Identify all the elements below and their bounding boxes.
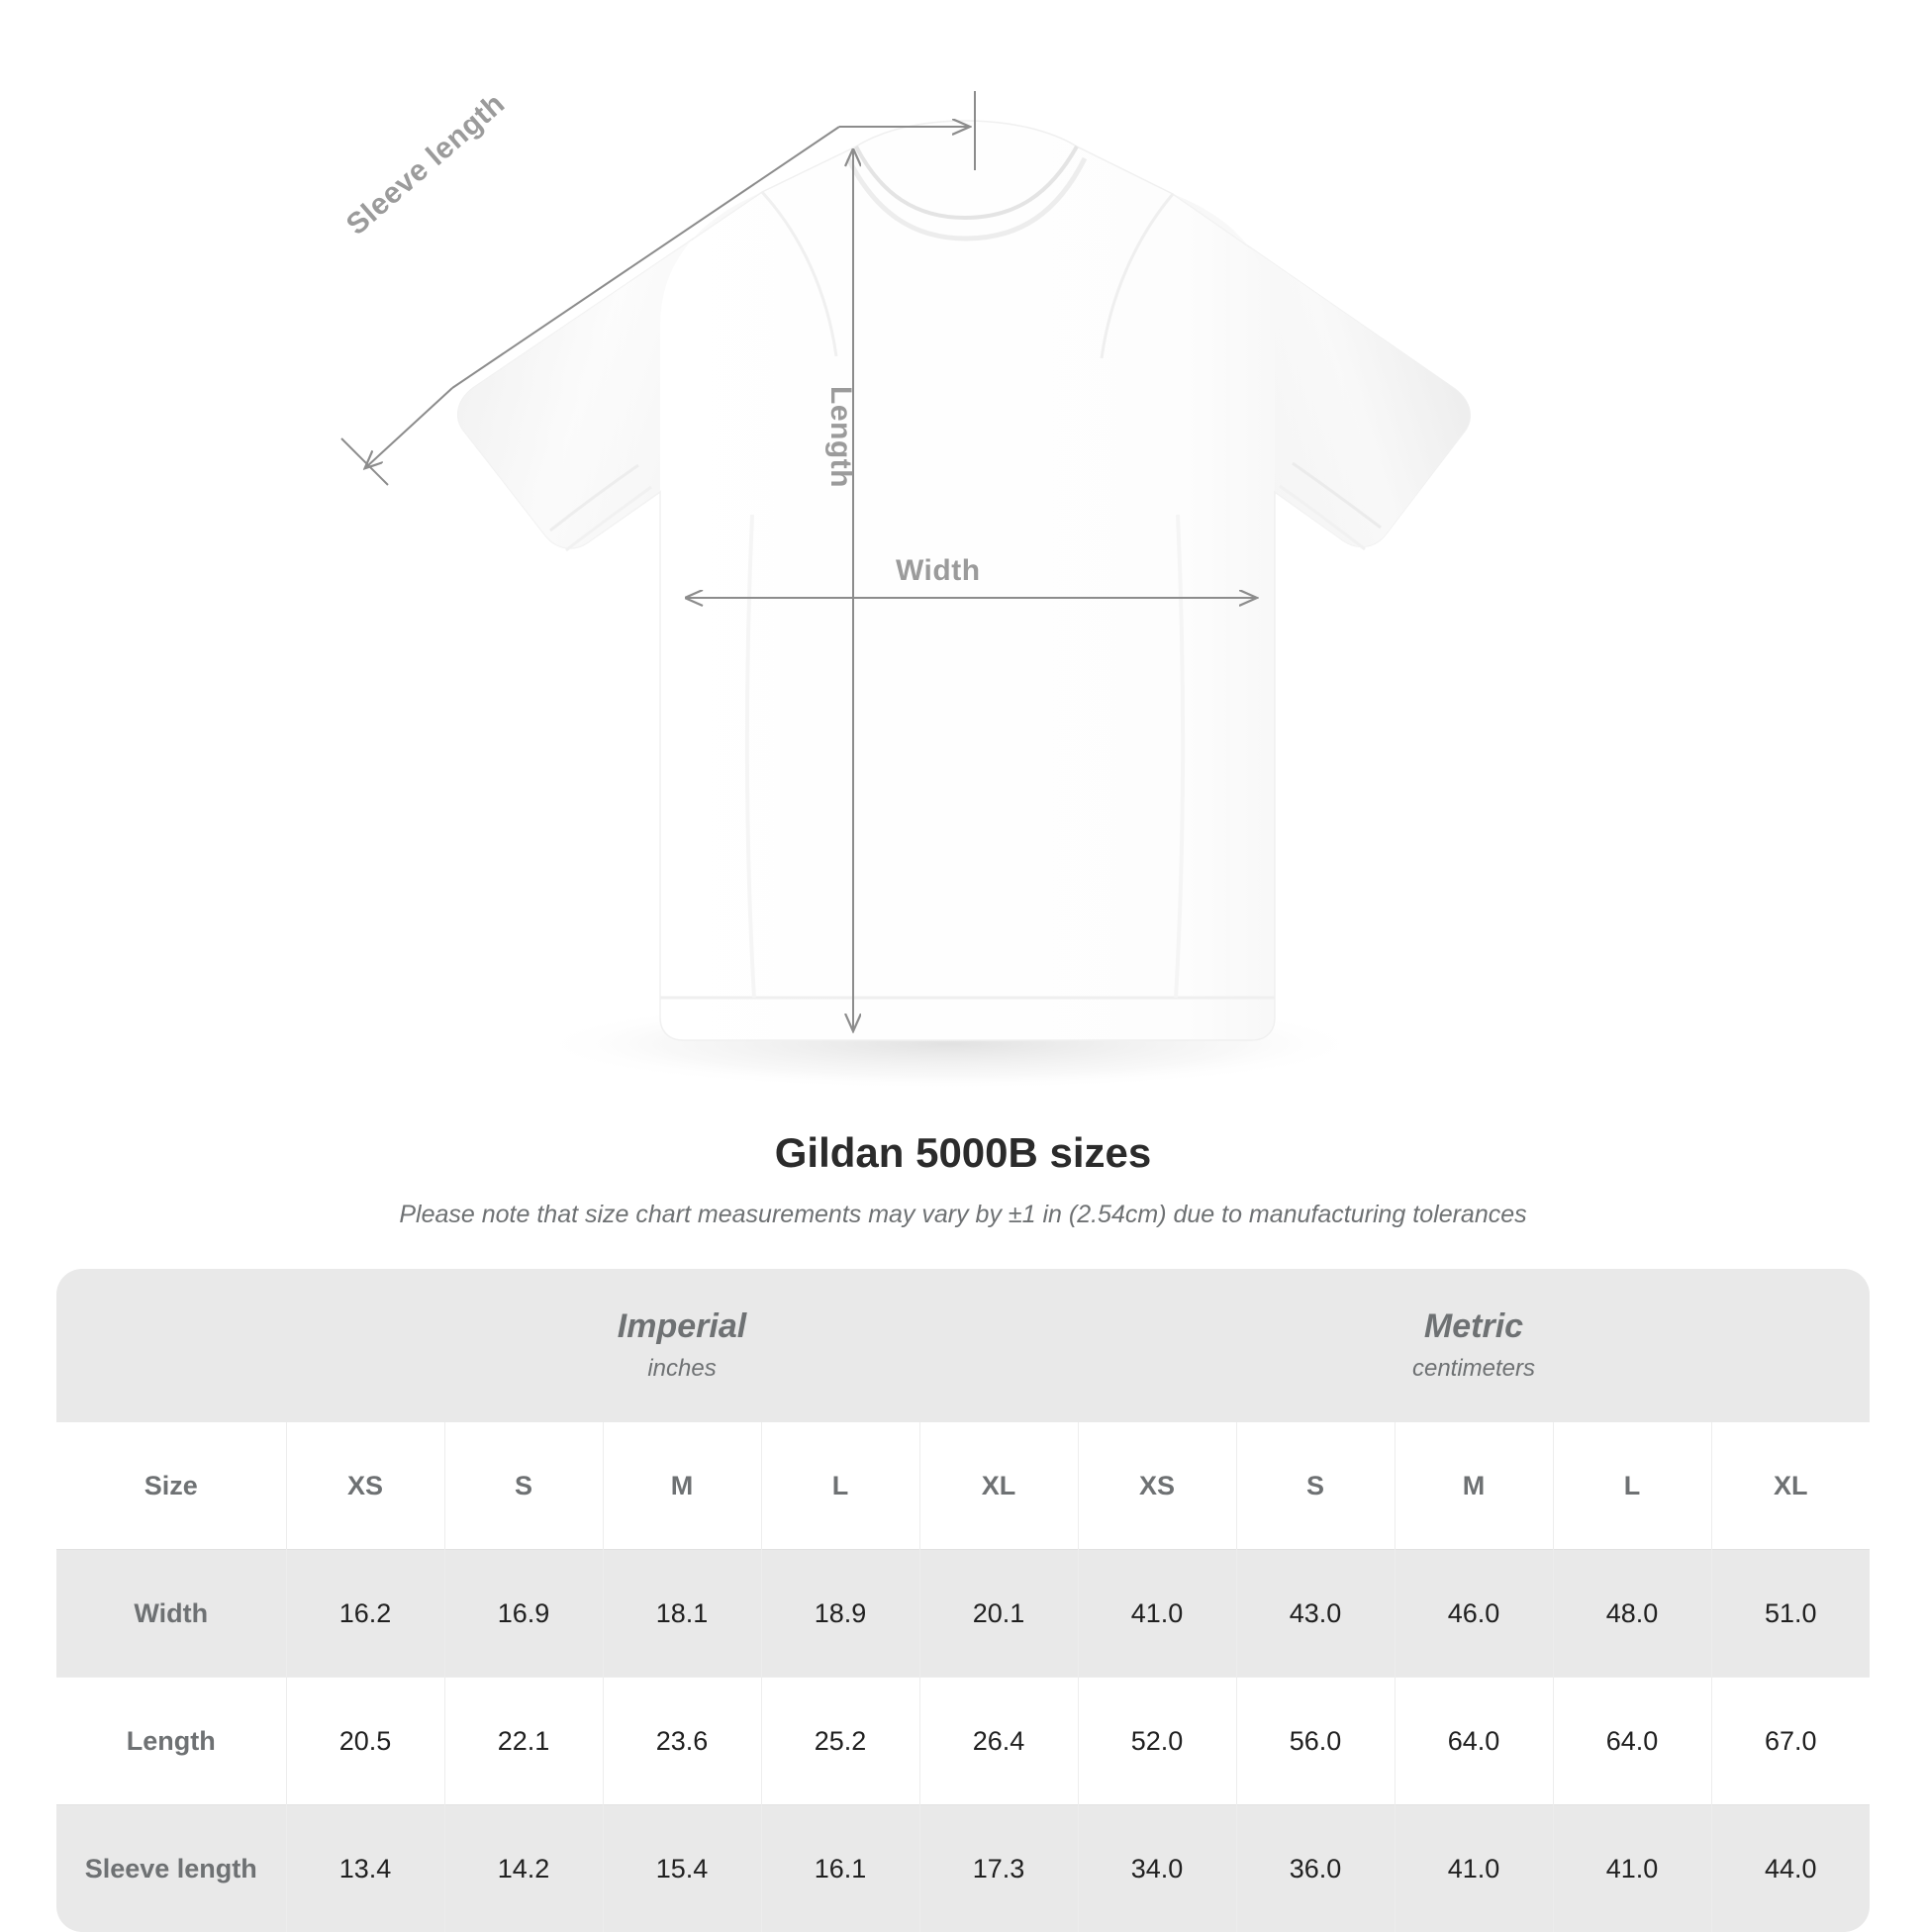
size-header-imperial-l: L <box>761 1422 919 1550</box>
cell-width-imperial-xl: 20.1 <box>919 1550 1078 1678</box>
width-dimension-label: Width <box>896 554 981 588</box>
cell-sleeve-imperial-m: 15.4 <box>603 1805 761 1932</box>
size-header-metric-xs: XS <box>1078 1422 1236 1550</box>
page-title: Gildan 5000B sizes <box>0 1128 1926 1178</box>
unit-group-imperial-sub: inches <box>286 1354 1078 1384</box>
cell-length-metric-xl: 67.0 <box>1711 1678 1870 1805</box>
cell-width-imperial-l: 18.9 <box>761 1550 919 1678</box>
cell-sleeve-metric-m: 41.0 <box>1395 1805 1553 1932</box>
size-header-imperial-s: S <box>444 1422 603 1550</box>
unit-group-metric-label: Metric <box>1078 1307 1870 1346</box>
size-header-metric-xl: XL <box>1711 1422 1870 1550</box>
table-row: Length 20.5 22.1 23.6 25.2 26.4 52.0 56.… <box>56 1678 1870 1805</box>
cell-sleeve-metric-xl: 44.0 <box>1711 1805 1870 1932</box>
cell-sleeve-metric-xs: 34.0 <box>1078 1805 1236 1932</box>
unit-group-metric: Metric centimeters <box>1078 1269 1870 1422</box>
unit-group-imperial-label: Imperial <box>286 1307 1078 1346</box>
size-chart-table-container: Imperial inches Metric centimeters Size … <box>56 1269 1870 1932</box>
size-header-label: Size <box>56 1422 286 1550</box>
cell-width-metric-xs: 41.0 <box>1078 1550 1236 1678</box>
cell-length-metric-m: 64.0 <box>1395 1678 1553 1805</box>
cell-sleeve-metric-l: 41.0 <box>1553 1805 1711 1932</box>
cell-length-metric-xs: 52.0 <box>1078 1678 1236 1805</box>
cell-length-imperial-l: 25.2 <box>761 1678 919 1805</box>
cell-length-metric-l: 64.0 <box>1553 1678 1711 1805</box>
size-header-metric-m: M <box>1395 1422 1553 1550</box>
cell-width-imperial-xs: 16.2 <box>286 1550 444 1678</box>
cell-length-imperial-xl: 26.4 <box>919 1678 1078 1805</box>
cell-sleeve-imperial-xs: 13.4 <box>286 1805 444 1932</box>
unit-group-imperial: Imperial inches <box>286 1269 1078 1422</box>
length-dimension-label: Length <box>823 386 857 488</box>
cell-width-metric-xl: 51.0 <box>1711 1550 1870 1678</box>
tshirt-illustration: Sleeve length Length Width <box>0 0 1926 1128</box>
row-label-length: Length <box>56 1678 286 1805</box>
cell-width-imperial-m: 18.1 <box>603 1550 761 1678</box>
unit-group-metric-sub: centimeters <box>1078 1354 1870 1384</box>
cell-sleeve-imperial-s: 14.2 <box>444 1805 603 1932</box>
cell-length-imperial-m: 23.6 <box>603 1678 761 1805</box>
size-header-metric-s: S <box>1236 1422 1395 1550</box>
cell-width-imperial-s: 16.9 <box>444 1550 603 1678</box>
size-header-imperial-xl: XL <box>919 1422 1078 1550</box>
size-header-imperial-xs: XS <box>286 1422 444 1550</box>
unit-spacer-cell <box>56 1269 286 1422</box>
size-header-row: Size XS S M L XL XS S M L XL <box>56 1422 1870 1550</box>
cell-length-imperial-xs: 20.5 <box>286 1678 444 1805</box>
cell-width-metric-s: 43.0 <box>1236 1550 1395 1678</box>
size-header-metric-l: L <box>1553 1422 1711 1550</box>
cell-sleeve-imperial-xl: 17.3 <box>919 1805 1078 1932</box>
unit-group-row: Imperial inches Metric centimeters <box>56 1269 1870 1422</box>
cell-sleeve-imperial-l: 16.1 <box>761 1805 919 1932</box>
tolerance-note: Please note that size chart measurements… <box>0 1200 1926 1229</box>
cell-width-metric-l: 48.0 <box>1553 1550 1711 1678</box>
size-chart-table: Imperial inches Metric centimeters Size … <box>56 1269 1870 1932</box>
row-label-width: Width <box>56 1550 286 1678</box>
cell-width-metric-m: 46.0 <box>1395 1550 1553 1678</box>
title-block: Gildan 5000B sizes Please note that size… <box>0 1128 1926 1229</box>
cell-length-imperial-s: 22.1 <box>444 1678 603 1805</box>
cell-length-metric-s: 56.0 <box>1236 1678 1395 1805</box>
table-row: Width 16.2 16.9 18.1 18.9 20.1 41.0 43.0… <box>56 1550 1870 1678</box>
table-row: Sleeve length 13.4 14.2 15.4 16.1 17.3 3… <box>56 1805 1870 1932</box>
size-header-imperial-m: M <box>603 1422 761 1550</box>
cell-sleeve-metric-s: 36.0 <box>1236 1805 1395 1932</box>
row-label-sleeve-length: Sleeve length <box>56 1805 286 1932</box>
